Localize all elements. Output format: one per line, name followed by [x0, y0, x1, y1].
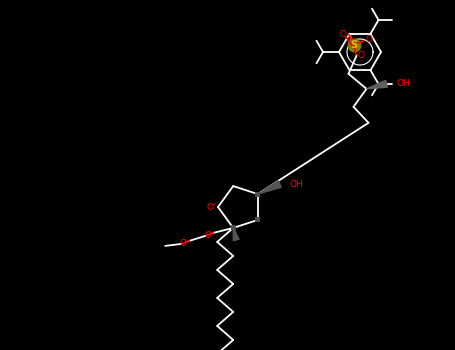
- Text: O: O: [340, 30, 347, 39]
- Bar: [255, 191, 260, 197]
- Text: O: O: [358, 51, 365, 60]
- Text: O': O': [206, 203, 216, 211]
- Text: S: S: [350, 40, 357, 50]
- Text: O: O: [365, 35, 372, 44]
- Text: O: O: [180, 239, 187, 248]
- Text: S: S: [350, 40, 357, 50]
- Polygon shape: [258, 181, 281, 194]
- Polygon shape: [366, 80, 387, 89]
- Bar: [255, 217, 260, 223]
- Text: OH: OH: [396, 79, 410, 88]
- Polygon shape: [233, 228, 239, 241]
- Text: O: O: [205, 231, 212, 240]
- Text: OH: OH: [290, 180, 303, 189]
- Bar: [231, 225, 236, 230]
